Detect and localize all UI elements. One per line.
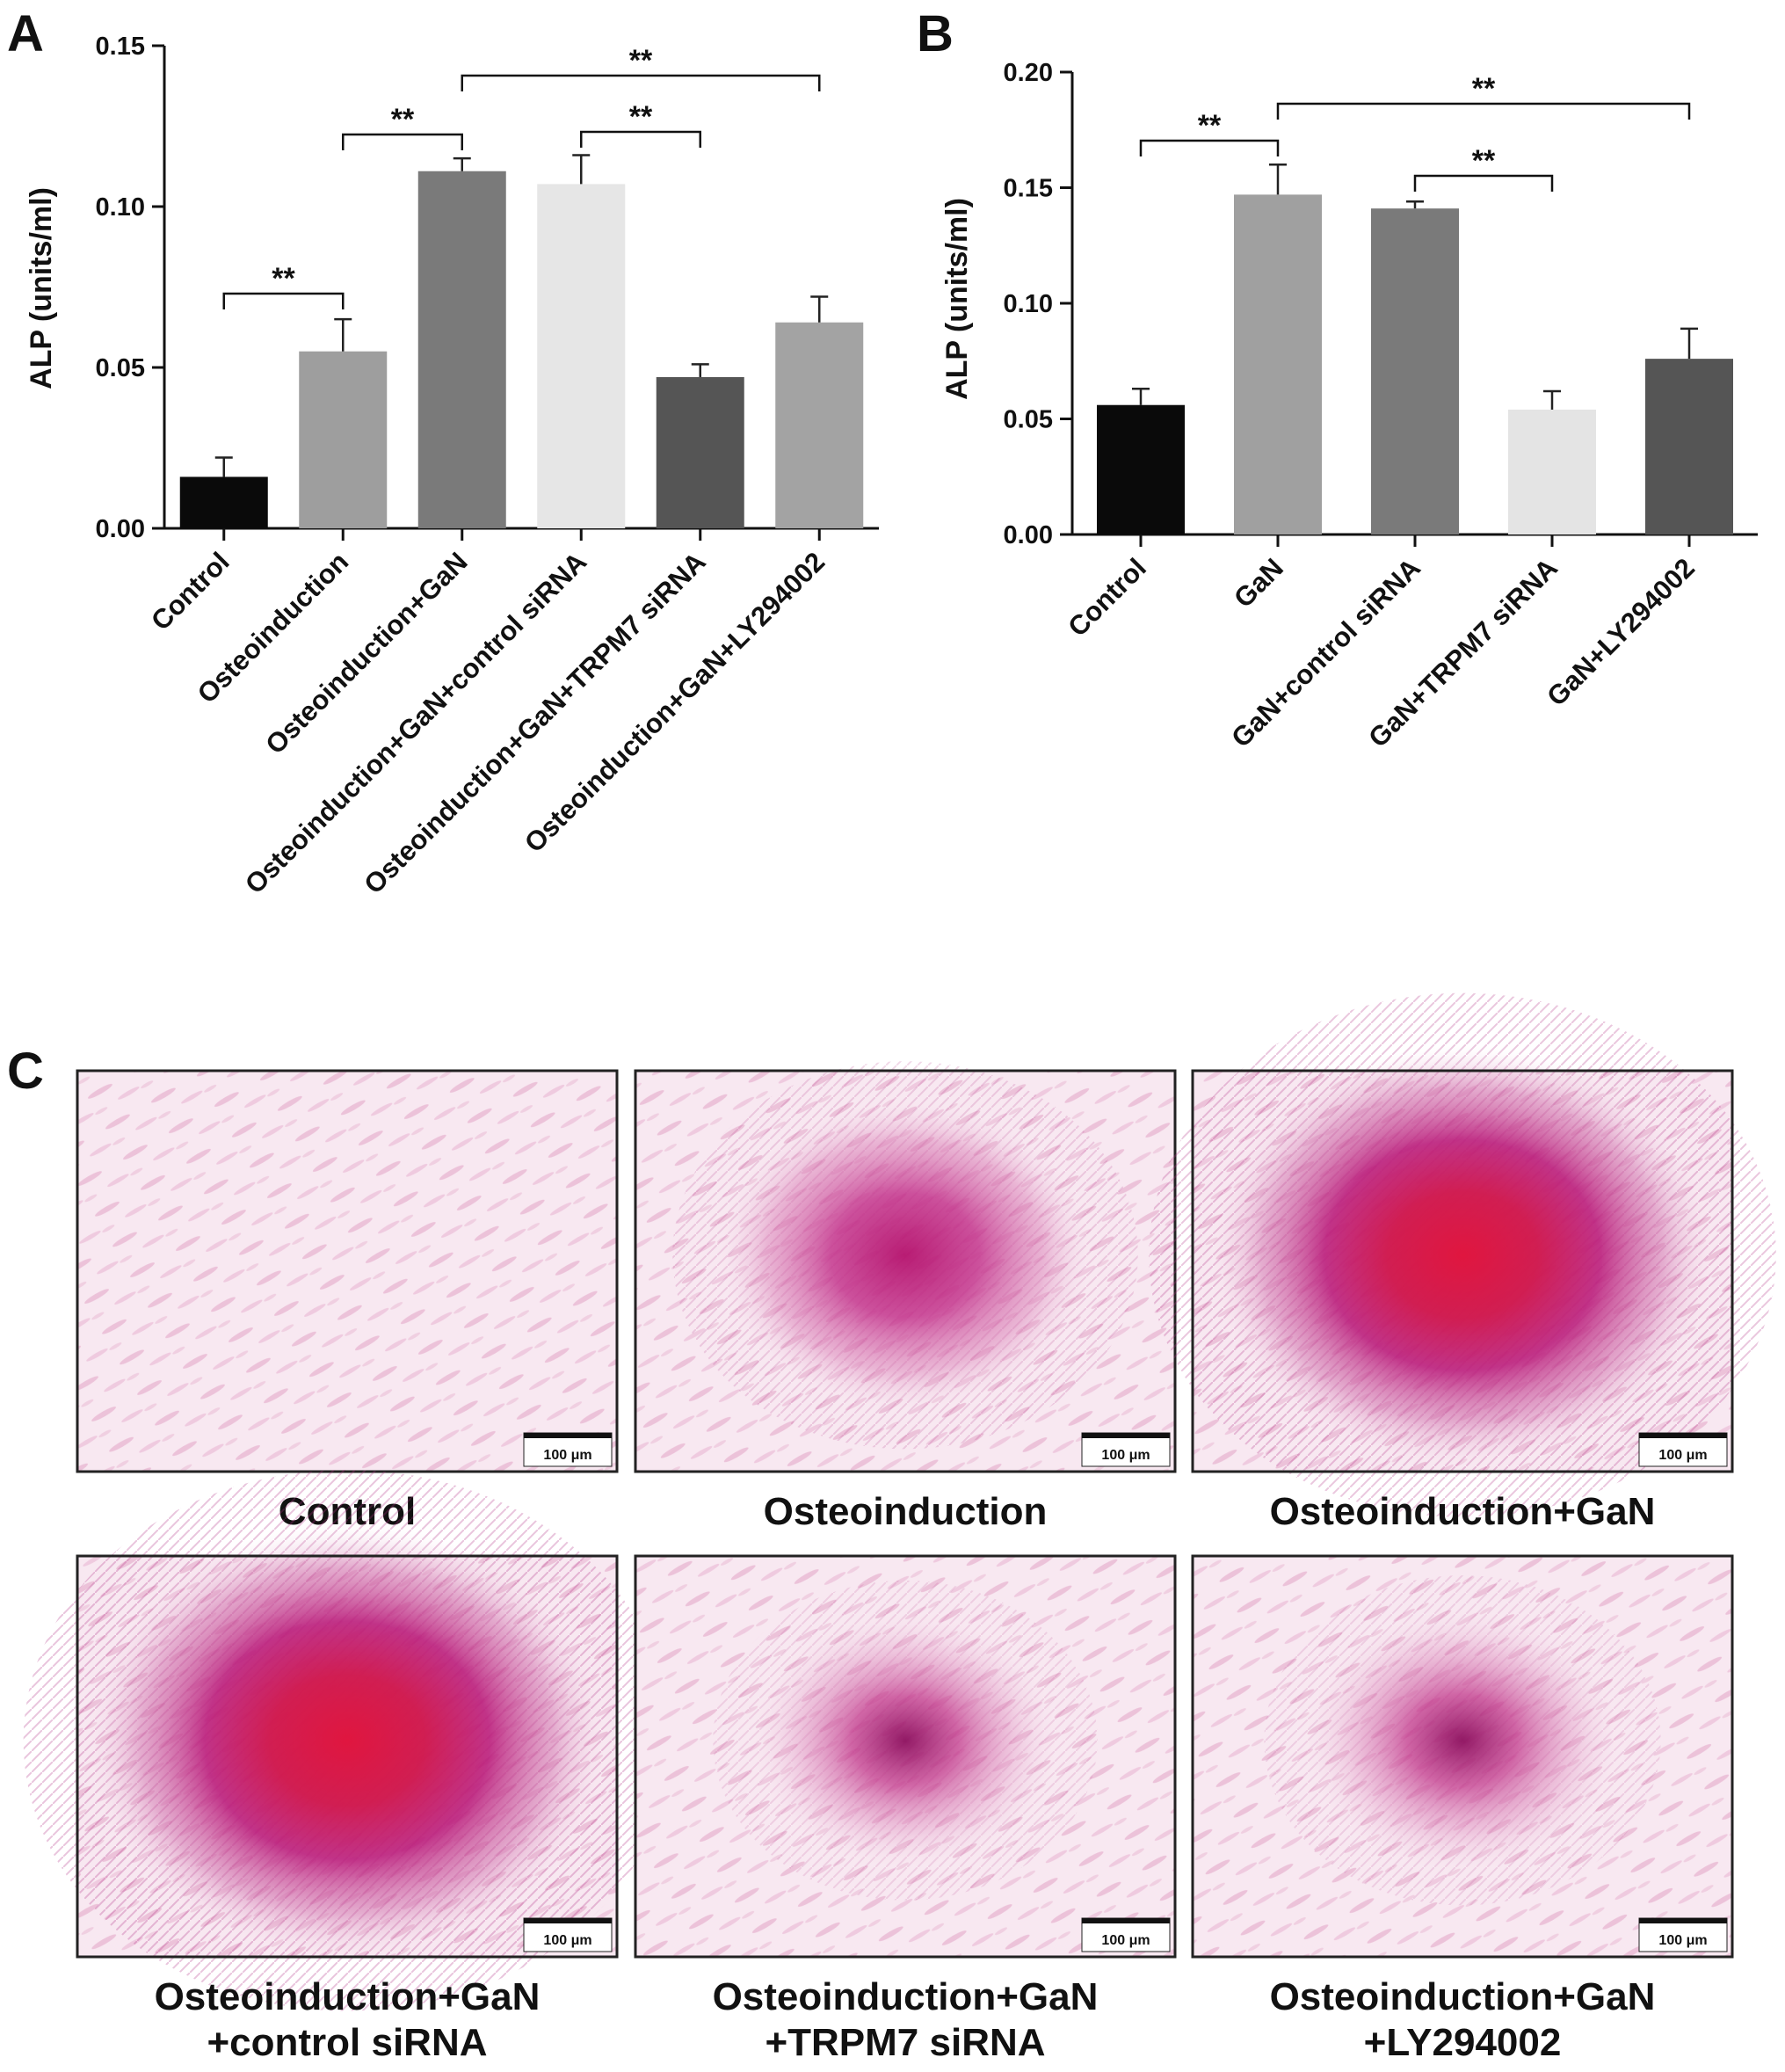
micrograph: 100 μm Osteoinduction+GaN [1149,992,1776,1533]
chart-b-category-label: GaN+LY294002 [1541,552,1701,712]
panel-letter-b: B [917,5,954,62]
scale-bar [1639,1433,1727,1438]
scale-bar [1082,1433,1170,1438]
chart-a-y-tick-label: 0.15 [96,33,145,61]
chart-a-significance-label: ** [629,44,653,77]
scale-bar-box [1638,1432,1728,1467]
chart-a-bar [179,476,268,528]
chart-b-y-tick-label: 0.05 [1004,406,1053,434]
scale-bar [1082,1918,1170,1923]
micrograph: 100 μm Osteoinduction+GaN+control siRNA [23,1469,671,2064]
micrograph-caption: Osteoinduction+GaN [1270,1975,1656,2018]
stain-cluster [88,1523,606,1957]
chart-b-y-tick-label: 0.20 [1004,59,1053,87]
chart-b-y-tick-label: 0.10 [1004,290,1053,318]
chart-b-bar [1371,208,1459,535]
micrograph-caption: Osteoinduction+GaN [713,1975,1099,2018]
scale-bar-label: 100 μm [1101,1448,1150,1463]
chart-a-significance-label: ** [391,103,415,136]
scale-bar-label: 100 μm [543,1933,591,1948]
chart-a-bar [775,322,864,528]
chart-a-significance-label: ** [272,262,295,295]
scale-bar [524,1433,612,1438]
chart-a-bar [537,184,626,528]
chart-b-significance-label: ** [1472,144,1496,178]
micrograph-caption: +control siRNA [207,2021,487,2064]
micrograph-caption: Osteoinduction+GaN [1270,1490,1656,1533]
chart-b-significance-bracket [1413,174,1554,192]
micrograph: 100 μm Osteoinduction+GaN+TRPM7 siRNA [634,1554,1177,2064]
scale-bar-box [523,1432,613,1467]
scale-bar-label: 100 μm [543,1448,591,1463]
chart-b-bar [1508,409,1596,534]
micrograph-background [77,1071,617,1472]
chart-b-significance-bracket [1276,102,1691,120]
micrograph-caption: Osteoinduction [764,1490,1048,1533]
scale-bar [1639,1918,1727,1923]
chart-b-bar [1097,404,1185,534]
micrograph-caption: Osteoinduction+GaN [155,1975,541,2018]
micrograph-caption: +TRPM7 siRNA [765,2021,1045,2064]
scale-bar-label: 100 μm [1658,1448,1707,1463]
chart-b-category-label: GaN [1228,552,1289,614]
chart-a-category-label: Osteoinduction+GaN [259,546,473,760]
chart-b-y-tick-label: 0.15 [1004,175,1053,203]
micrograph-caption: +LY294002 [1364,2021,1562,2064]
scale-bar [524,1918,612,1923]
panel-letter-a: A [7,5,44,62]
chart-b-significance-label: ** [1198,109,1222,142]
chart-panel-a: A 0.000.050.100.15ControlOsteoinductionO… [7,5,879,900]
scale-bar-box [1638,1917,1728,1952]
chart-b-significance-bracket [1139,139,1280,156]
scale-bar-label: 100 μm [1658,1933,1707,1948]
chart-a-bar [656,376,744,528]
micrograph-border [634,1554,1177,1959]
stain-cluster [751,1612,1059,1869]
scale-bar-box [1081,1432,1171,1467]
chart-a-significance-label: ** [629,100,653,134]
micrograph: 100 μmControl [76,1069,619,1533]
micrograph: 100 μm Osteoinduction+GaN+LY294002 [1191,1554,1734,2064]
chart-a-category-label: Control [145,546,236,636]
micrograph-border [1191,1554,1734,1959]
chart-a-y-tick-label: 0.10 [96,193,145,222]
micrograph-border [1191,1069,1734,1473]
stain-cluster [1211,1045,1714,1465]
micrograph: 100 μm Osteoinduction [634,1061,1177,1533]
chart-a-bar [417,171,506,529]
stain-cluster [1303,1608,1622,1872]
chart-b-bar [1645,359,1733,534]
chart-a-plot-area: 0.000.050.100.15ControlOsteoinductionOst… [96,33,879,900]
chart-b-significance-label: ** [1472,72,1496,105]
chart-a-significance-bracket [342,133,463,150]
chart-a-y-tick-label: 0.00 [96,515,145,543]
chart-a-significance-bracket [222,292,345,309]
chart-a-y-tick-label: 0.05 [96,354,145,382]
chart-b-y-tick-label: 0.00 [1004,521,1053,549]
scale-bar-label: 100 μm [1101,1933,1150,1948]
chart-a-y-axis-title: ALP (units/ml) [25,187,58,389]
chart-b-category-label: Control [1062,552,1152,643]
chart-a-bar [299,351,388,528]
panel-letter-c: C [7,1043,44,1100]
chart-b-y-axis-title: ALP (units/ml) [940,198,974,400]
stain-cluster [719,1100,1092,1411]
micrograph-border [76,1554,619,1959]
chart-a-significance-bracket [461,74,821,91]
chart-a-significance-bracket [580,130,701,148]
chart-b-bar [1234,194,1322,534]
